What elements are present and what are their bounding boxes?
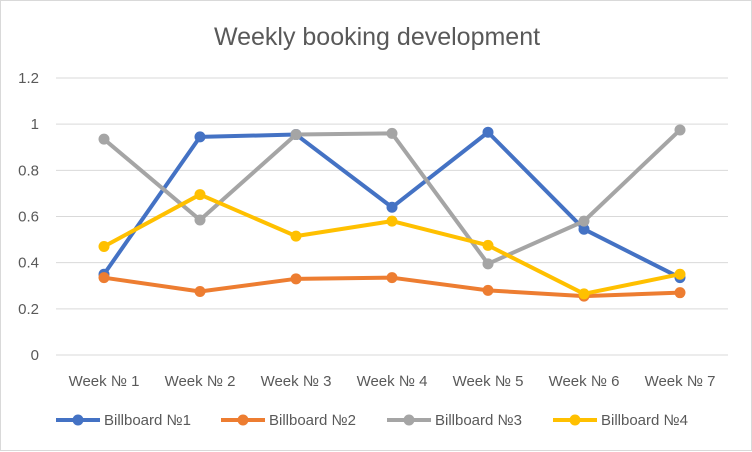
series-2: [98, 272, 686, 302]
x-tick-label: Week № 3: [261, 373, 332, 390]
legend-marker: [569, 414, 581, 426]
data-point: [98, 272, 110, 284]
data-point: [578, 223, 590, 235]
legend-marker: [403, 414, 415, 426]
data-point: [482, 126, 494, 138]
y-axis-ticks: 0 0.2 0.4 0.6 0.8 1 1.2: [18, 70, 39, 364]
data-point: [578, 288, 590, 300]
series-lines: [98, 124, 686, 302]
legend-item: Billboard №4: [553, 412, 688, 429]
data-point: [290, 129, 302, 141]
legend-marker: [237, 414, 249, 426]
series-3: [98, 124, 686, 270]
legend-label: Billboard №4: [601, 412, 688, 429]
series-4: [98, 189, 686, 300]
data-point: [674, 124, 686, 136]
y-tick-label: 0.8: [18, 162, 39, 179]
y-tick-label: 0.6: [18, 209, 39, 226]
data-point: [578, 215, 590, 227]
x-tick-label: Week № 4: [357, 373, 428, 390]
legend-label: Billboard №3: [435, 412, 522, 429]
legend-marker: [72, 414, 84, 426]
y-tick-label: 0: [31, 347, 39, 364]
x-tick-label: Week № 2: [165, 373, 236, 390]
data-point: [194, 189, 206, 201]
data-point: [194, 214, 206, 226]
data-point: [386, 127, 398, 139]
x-tick-label: Week № 7: [645, 373, 716, 390]
chart-title: Weekly booking development: [214, 23, 540, 51]
x-tick-label: Week № 5: [453, 373, 524, 390]
data-point: [194, 286, 206, 298]
legend: Billboard №1 Billboard №2 Billboard №3 Bill…: [56, 412, 688, 429]
data-point: [98, 241, 110, 253]
x-tick-label: Week № 6: [549, 373, 620, 390]
data-point: [194, 131, 206, 143]
legend-item: Billboard №2: [221, 412, 356, 429]
data-point: [98, 133, 110, 145]
data-point: [482, 239, 494, 251]
data-point: [386, 215, 398, 227]
legend-label: Billboard №2: [269, 412, 356, 429]
data-point: [674, 287, 686, 299]
y-tick-label: 0.4: [18, 255, 39, 272]
y-tick-label: 1: [31, 116, 39, 133]
legend-item: Billboard №3: [387, 412, 522, 429]
series-1: [98, 126, 686, 284]
x-axis-ticks: Week № 1 Week № 2 Week № 3 Week № 4 Week № 5…: [69, 373, 716, 390]
data-point: [482, 284, 494, 296]
data-point: [290, 273, 302, 285]
x-tick-label: Week № 1: [69, 373, 140, 390]
data-point: [386, 201, 398, 213]
data-point: [290, 230, 302, 242]
legend-item: Billboard №1: [56, 412, 191, 429]
legend-label: Billboard №1: [104, 412, 191, 429]
data-point: [482, 258, 494, 270]
data-point: [386, 272, 398, 284]
y-tick-label: 0.2: [18, 301, 39, 318]
data-point: [674, 268, 686, 280]
gridlines: [56, 77, 728, 356]
y-tick-label: 1.2: [18, 70, 39, 87]
